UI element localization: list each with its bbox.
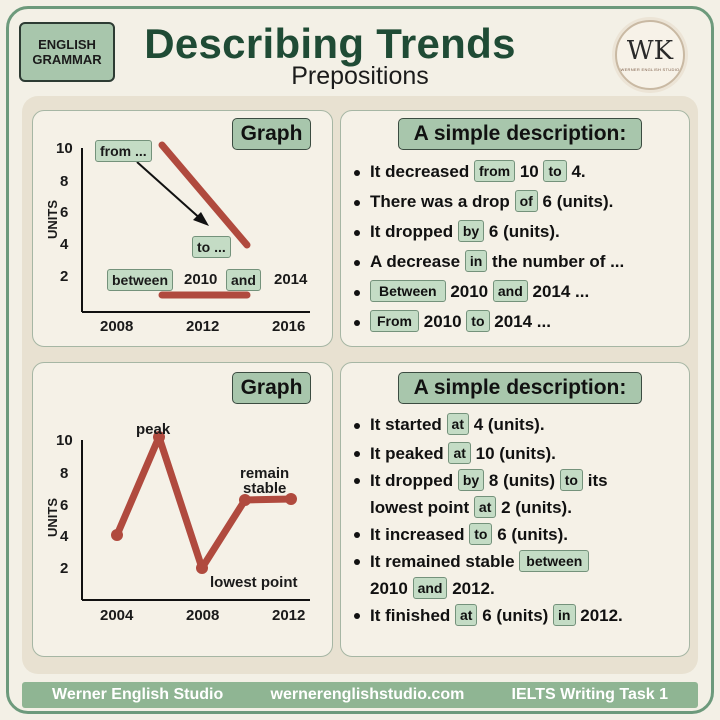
top-ytick-6: 6 [60,204,69,221]
top-tag-and: and [226,269,261,291]
top-xtick-2012: 2012 [186,318,220,335]
list-item: It remained stable between [352,548,623,575]
footer-task: IELTS Writing Task 1 [511,686,668,703]
list-item: It started at 4 (units). [352,410,623,440]
list-item: It finished at 6 (units) in 2012. [352,602,623,629]
top-tag-between: between [107,269,174,291]
top-graph-heading: Graph [232,118,311,150]
list-item: A decrease in the number of ... [352,247,624,277]
top-xtick-2016: 2016 [272,318,306,335]
top-description-heading: A simple description: [398,118,642,150]
top-description-list: It decreased from 10 to 4. There was a d… [352,157,624,337]
wk-logo: WK WERNER ENGLISH STUDIO [615,20,685,90]
top-ytick-4: 4 [60,236,69,253]
bottom-label-peak: peak [136,421,171,438]
bottom-description-card [340,362,690,657]
outer-frame [6,6,714,714]
list-item: It increased to 6 (units). [352,521,623,548]
logo-text: WK [626,36,674,66]
english-grammar-badge: ENGLISH GRAMMAR [19,22,115,82]
top-label-2010: 2010 [184,271,218,288]
bottom-ytick-6: 6 [60,497,69,514]
bottom-ytick-10: 10 [56,432,73,449]
top-ytick-2: 2 [60,268,69,285]
list-item: There was a drop of 6 (units). [352,187,624,217]
top-label-2014: 2014 [274,271,308,288]
list-item: 2010 and 2012. [370,577,495,599]
list-item: Between 2010 and 2014 ... [352,277,624,307]
bottom-graph-heading: Graph [232,372,311,404]
bottom-label-remain: remain [240,465,290,482]
bottom-label-lowest-point: lowest point [210,574,298,591]
bottom-xtick-2012: 2012 [272,607,306,624]
bottom-xtick-2004: 2004 [100,607,134,624]
top-xtick-2008: 2008 [100,318,134,335]
list-item: It peaked at 10 (units). [352,440,623,467]
list-item: From 2010 to 2014 ... [352,307,624,337]
footer-studio: Werner English Studio [52,686,224,703]
bottom-ytick-4: 4 [60,528,69,545]
bottom-description-heading: A simple description: [398,372,642,404]
page-title: Describing Trends [144,20,516,67]
top-tag-from: from ... [95,140,152,162]
bottom-description-list: It started at 4 (units). It peaked at 10… [352,410,623,629]
logo-subtext: WERNER ENGLISH STUDIO [620,67,680,72]
top-ytick-8: 8 [60,173,69,190]
list-item: It dropped by 8 (units) to its [352,467,623,494]
badge-line1: ENGLISH [38,37,96,52]
bottom-label-stable: stable [243,480,287,497]
badge-line2: GRAMMAR [32,52,102,67]
list-item: It dropped by 6 (units). [352,217,624,247]
bottom-ylabel: UNITS [45,498,60,537]
top-ylabel: UNITS [45,200,60,239]
bottom-ytick-2: 2 [60,560,69,577]
page-subtitle: Prepositions [291,62,429,90]
bottom-ytick-8: 8 [60,465,69,482]
list-item: It decreased from 10 to 4. [352,157,624,187]
bottom-xtick-2008: 2008 [186,607,220,624]
top-ytick-10: 10 [56,140,73,157]
footer-website[interactable]: wernerenglishstudio.com [270,686,465,703]
list-item: lowest point at 2 (units). [370,496,572,518]
top-tag-to: to ... [192,236,231,258]
footer-bar: Werner English Studio wernerenglishstudi… [22,682,698,708]
